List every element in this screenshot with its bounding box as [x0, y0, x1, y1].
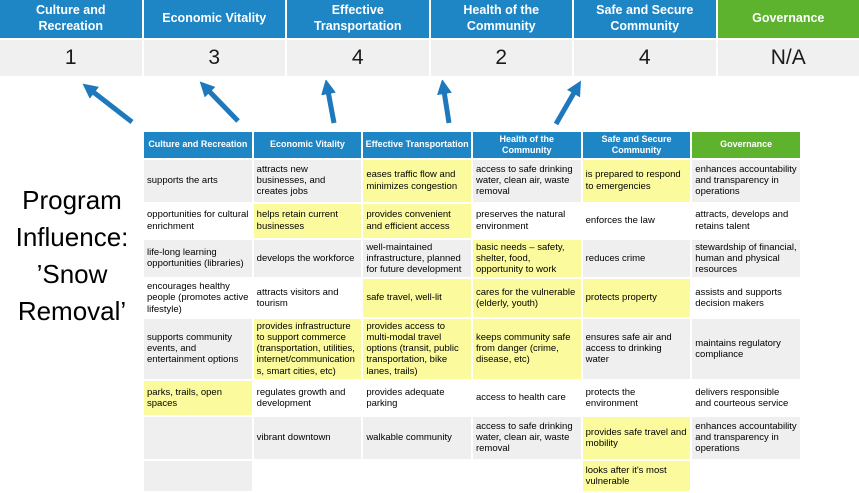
scoreboard-score-cell: 2 [431, 40, 573, 76]
arrow-up-icon [556, 91, 575, 124]
program-influence-line: Removal’ [2, 293, 142, 330]
matrix-header-cell: Governance [692, 132, 800, 158]
scoreboard-header-cell: Economic Vitality [144, 0, 286, 38]
matrix-cell: maintains regulatory compliance [692, 319, 800, 379]
scoreboard-column: Health of the Community 2 [431, 0, 573, 76]
matrix-cell: provides convenient and efficient access [363, 204, 471, 238]
matrix-row: supports community events, and entertain… [144, 319, 800, 379]
arrow-up-icon [444, 91, 449, 123]
matrix-header-cell: Culture and Recreation [144, 132, 252, 158]
matrix-row: encourages healthy people (promotes acti… [144, 279, 800, 317]
matrix-cell: enforces the law [583, 204, 691, 238]
matrix-cell: delivers responsible and courteous servi… [692, 381, 800, 415]
program-influence-line: Influence: [2, 219, 142, 256]
matrix-cell: well-maintained infrastructure, planned … [363, 240, 471, 278]
matrix-cell [363, 461, 471, 491]
matrix-cell: provides adequate parking [363, 381, 471, 415]
matrix-cell: is prepared to respond to emergencies [583, 160, 691, 202]
matrix-cell: develops the workforce [254, 240, 362, 278]
matrix-cell: keeps community safe from danger (crime,… [473, 319, 581, 379]
matrix-header-cell: Economic Vitality [254, 132, 362, 158]
arrow-up-icon [328, 91, 334, 123]
matrix-cell: enhances accountability and transparency… [692, 417, 800, 459]
scoreboard-header-cell: Safe and Secure Community [574, 0, 716, 38]
matrix-cell: eases traffic flow and minimizes congest… [363, 160, 471, 202]
program-influence-line: Program [2, 182, 142, 219]
matrix-row: looks after it's most vulnerable [144, 461, 800, 491]
matrix-cell: access to safe drinking water, clean air… [473, 417, 581, 459]
matrix-header-cell: Safe and Secure Community [583, 132, 691, 158]
arrow-up-icon [208, 90, 238, 121]
matrix-cell: ensures safe air and access to drinking … [583, 319, 691, 379]
scoreboard-header-cell: Effective Transportation [287, 0, 429, 38]
matrix-cell: preserves the natural environment [473, 204, 581, 238]
scoreboard-column: Effective Transportation 4 [287, 0, 429, 76]
program-influence-line: ’Snow [2, 256, 142, 293]
matrix-cell: cares for the vulnerable (elderly, youth… [473, 279, 581, 317]
arrow-up-icon [92, 91, 132, 122]
matrix-cell: basic needs – safety, shelter, food, opp… [473, 240, 581, 278]
matrix-cell: attracts, develops and retains talent [692, 204, 800, 238]
matrix-cell [144, 417, 252, 459]
matrix-cell: regulates growth and development [254, 381, 362, 415]
program-influence-label: Program Influence: ’Snow Removal’ [2, 182, 142, 330]
scoreboard-column: Economic Vitality 3 [144, 0, 286, 76]
arrows-graphic [0, 80, 859, 128]
scoreboard: Culture and Recreation 1 Economic Vitali… [0, 0, 859, 76]
matrix-cell: walkable community [363, 417, 471, 459]
matrix-cell: attracts visitors and tourism [254, 279, 362, 317]
matrix-cell: reduces crime [583, 240, 691, 278]
matrix-cell [254, 461, 362, 491]
matrix-cell: parks, trails, open spaces [144, 381, 252, 415]
matrix-cell: assists and supports decision makers [692, 279, 800, 317]
matrix-cell: encourages healthy people (promotes acti… [144, 279, 252, 317]
matrix-cell: enhances accountability and transparency… [692, 160, 800, 202]
matrix-cell: supports the arts [144, 160, 252, 202]
matrix-cell: opportunities for cultural enrichment [144, 204, 252, 238]
scoreboard-header-cell: Health of the Community [431, 0, 573, 38]
matrix-row: life-long learning opportunities (librar… [144, 240, 800, 278]
matrix-cell: looks after it's most vulnerable [583, 461, 691, 491]
scoreboard-score-cell: N/A [718, 40, 859, 76]
scoreboard-score-cell: 4 [287, 40, 429, 76]
matrix-header-cell: Effective Transportation [363, 132, 471, 158]
scoreboard-score-cell: 4 [574, 40, 716, 76]
scoreboard-header-cell: Culture and Recreation [0, 0, 142, 38]
matrix-cell: access to safe drinking water, clean air… [473, 160, 581, 202]
matrix-cell: provides access to multi-modal travel op… [363, 319, 471, 379]
matrix-cell: provides infrastructure to support comme… [254, 319, 362, 379]
matrix-cell: life-long learning opportunities (librar… [144, 240, 252, 278]
matrix-cell [473, 461, 581, 491]
scoreboard-column: Governance N/A [718, 0, 859, 76]
matrix-cell: attracts new businesses, and creates job… [254, 160, 362, 202]
scoreboard-column: Culture and Recreation 1 [0, 0, 142, 76]
matrix-cell: protects property [583, 279, 691, 317]
matrix-cell: safe travel, well-lit [363, 279, 471, 317]
scoreboard-score-cell: 1 [0, 40, 142, 76]
scoreboard-column: Safe and Secure Community 4 [574, 0, 716, 76]
scoreboard-score-cell: 3 [144, 40, 286, 76]
matrix-cell: stewardship of financial, human and phys… [692, 240, 800, 278]
matrix-cell: supports community events, and entertain… [144, 319, 252, 379]
matrix-cell: protects the environment [583, 381, 691, 415]
matrix-header-cell: Health of the Community [473, 132, 581, 158]
matrix-cell: provides safe travel and mobility [583, 417, 691, 459]
matrix-cell: helps retain current businesses [254, 204, 362, 238]
matrix-cell [144, 461, 252, 491]
matrix-cell: vibrant downtown [254, 417, 362, 459]
scoreboard-header-cell: Governance [718, 0, 859, 38]
matrix-cell: access to health care [473, 381, 581, 415]
matrix-cell [692, 461, 800, 491]
